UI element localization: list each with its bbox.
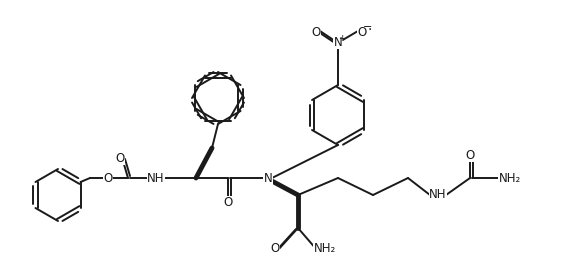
Text: ·: · bbox=[368, 23, 372, 37]
Text: O: O bbox=[104, 171, 113, 185]
Text: N: N bbox=[264, 171, 272, 185]
Text: N: N bbox=[333, 36, 342, 48]
Text: NH₂: NH₂ bbox=[499, 171, 521, 185]
Text: O: O bbox=[466, 148, 475, 162]
Text: O: O bbox=[271, 241, 279, 255]
Text: NH: NH bbox=[147, 171, 165, 185]
Text: O: O bbox=[223, 197, 233, 209]
Text: O: O bbox=[357, 25, 367, 39]
Text: O: O bbox=[311, 25, 321, 39]
Text: NH₂: NH₂ bbox=[314, 241, 336, 255]
Text: +: + bbox=[338, 34, 346, 43]
Text: −: − bbox=[363, 22, 372, 32]
Text: NH: NH bbox=[430, 188, 447, 202]
Text: O: O bbox=[115, 151, 125, 165]
